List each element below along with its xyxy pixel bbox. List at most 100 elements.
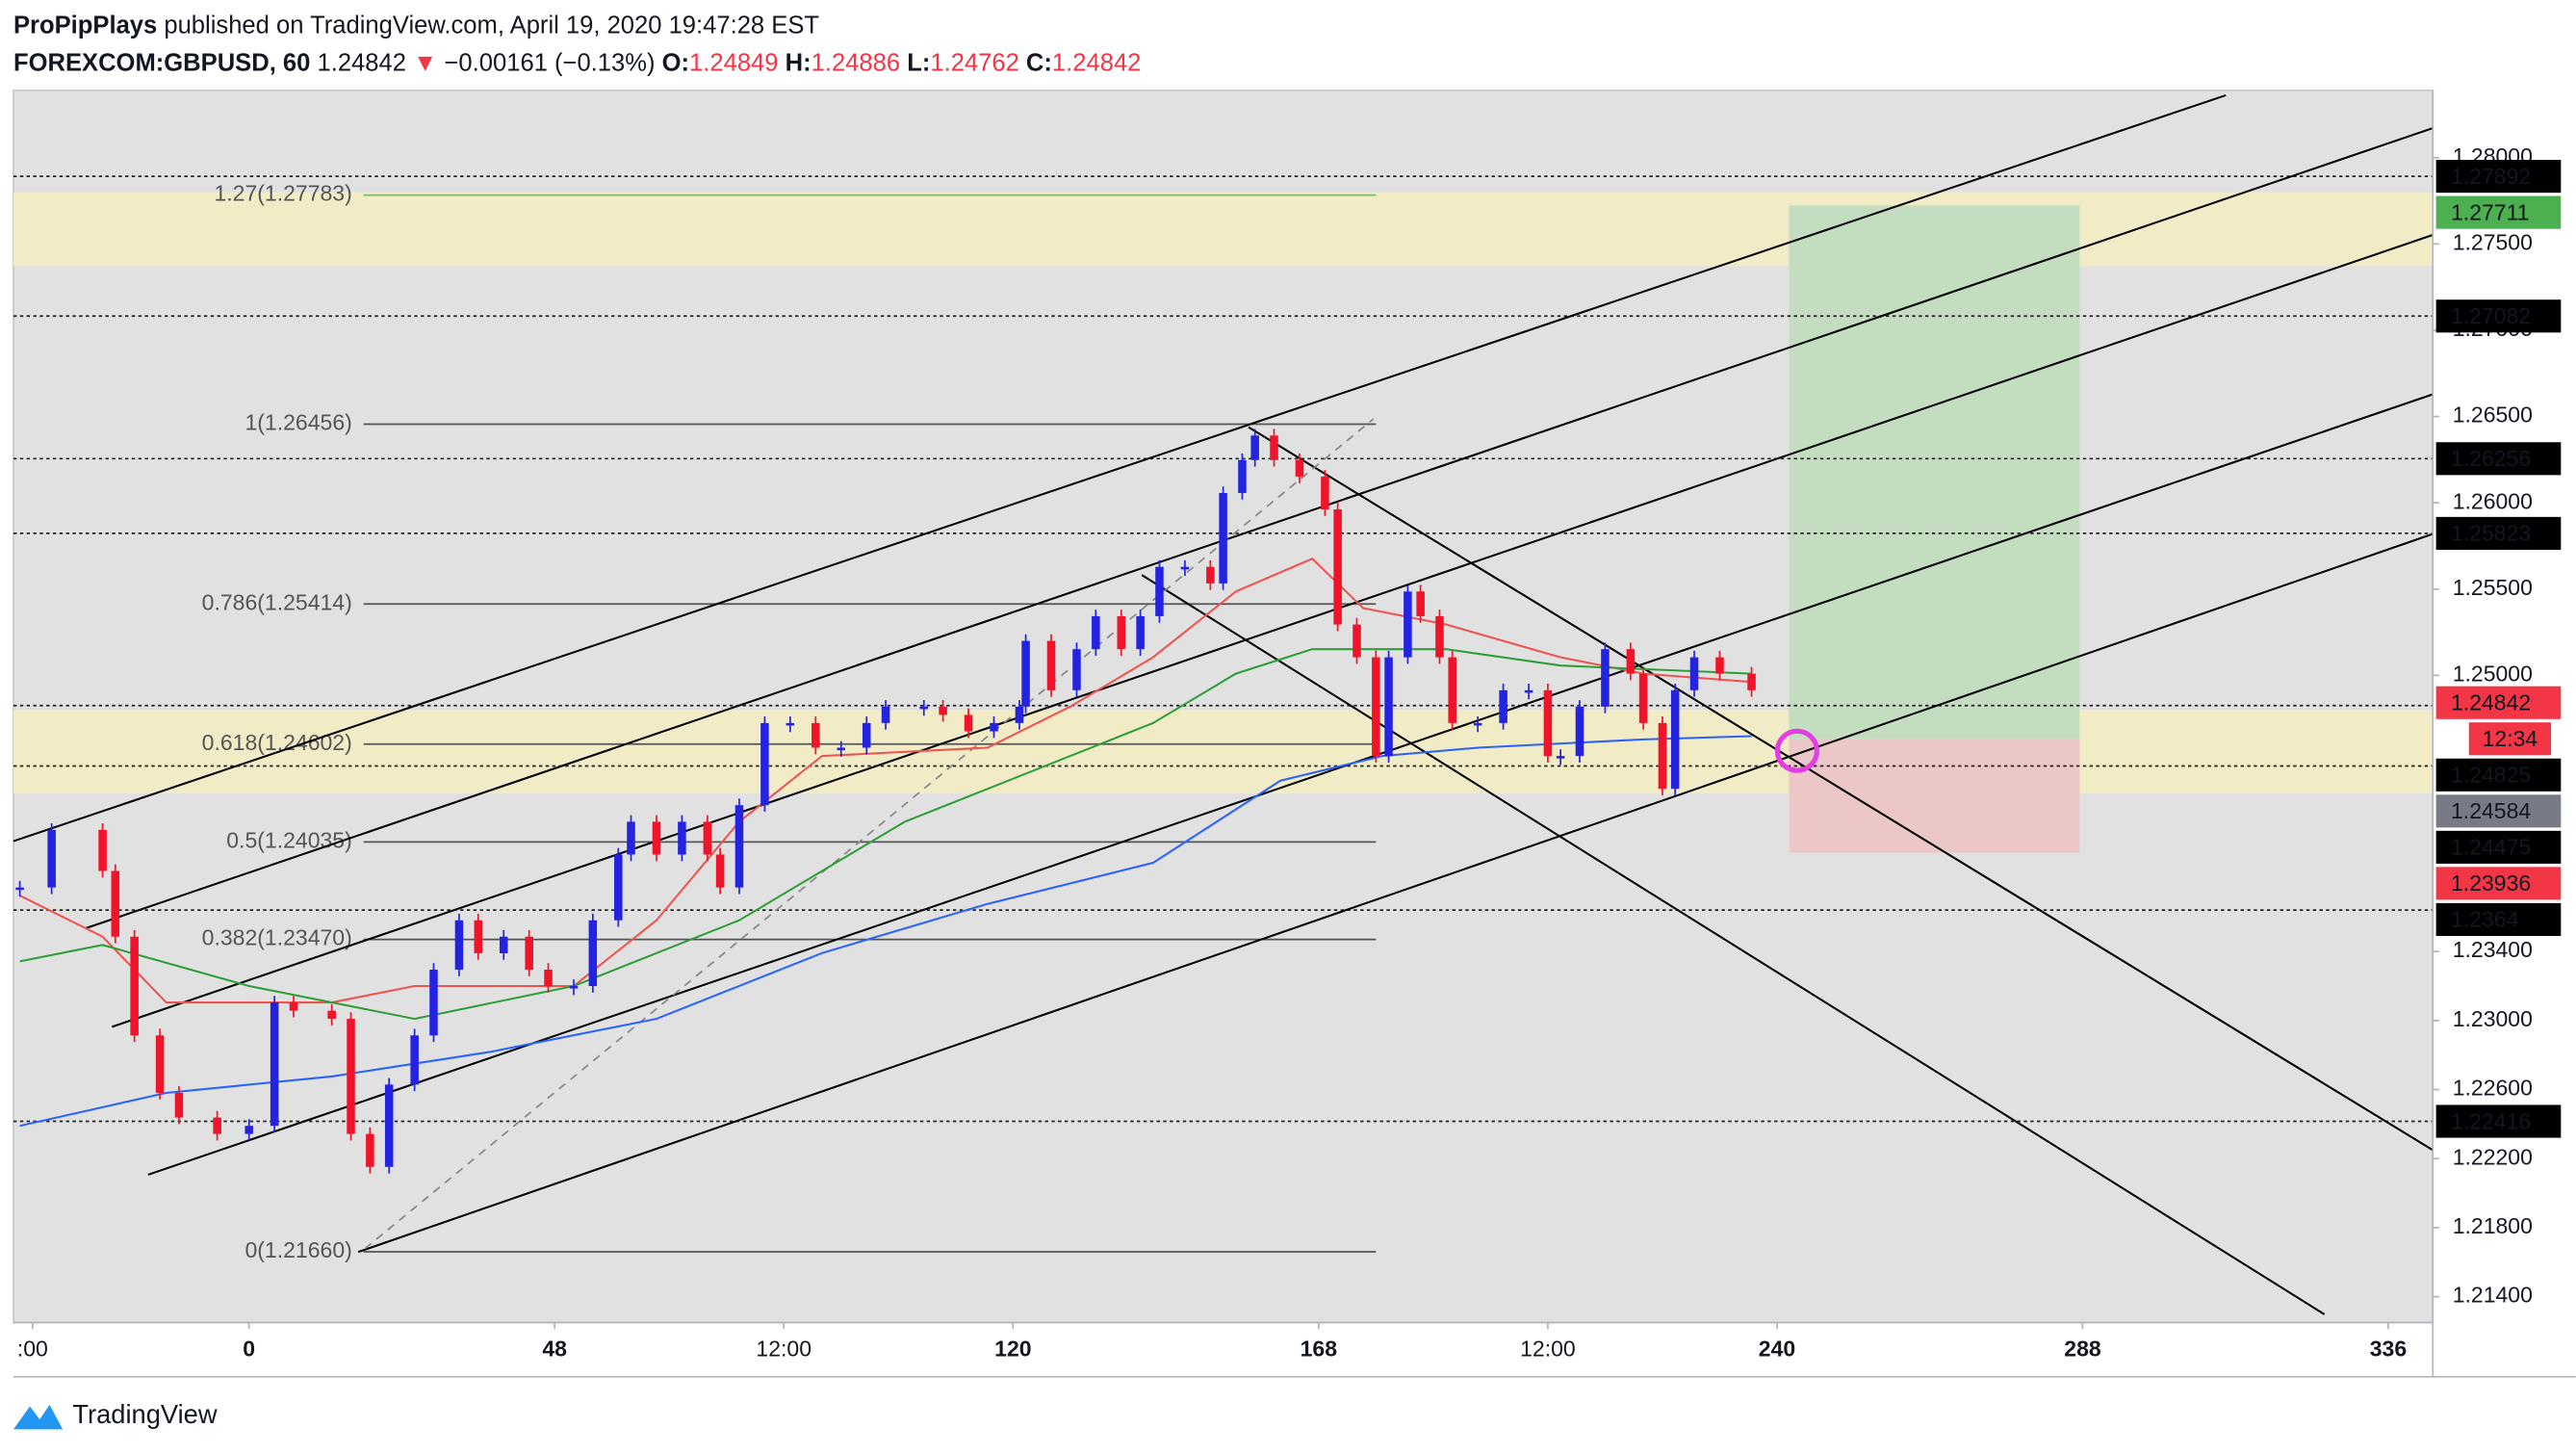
price-label: 1.2364 <box>2451 907 2519 932</box>
author: ProPipPlays <box>13 12 157 39</box>
price-label: 1.24842 <box>2451 690 2531 715</box>
candle <box>525 936 533 970</box>
x-tick-label: 288 <box>2064 1337 2101 1362</box>
candle <box>990 722 998 732</box>
ohlc-value: 1.24762 <box>930 49 1018 76</box>
stop-box <box>1789 739 2080 853</box>
price-label-box <box>2435 1104 2562 1138</box>
candle <box>1270 435 1278 460</box>
candle <box>1404 591 1412 658</box>
price-label: 1.22416 <box>2451 1108 2531 1133</box>
ohlc-key: L: <box>907 49 930 76</box>
x-tick-label: 0 <box>243 1337 255 1362</box>
countdown: 12:34 <box>2483 726 2538 751</box>
candle <box>1333 508 1342 625</box>
price-label-box <box>2435 758 2562 792</box>
candle <box>678 821 686 855</box>
price-label-box <box>2435 686 2562 719</box>
change: −0.00161 (−0.13%) <box>445 49 656 76</box>
down-line <box>1248 426 2434 1152</box>
candle <box>1092 615 1100 650</box>
candle <box>327 1010 336 1020</box>
candle <box>1747 673 1756 690</box>
candle <box>474 920 483 953</box>
candle <box>174 1092 184 1118</box>
candle <box>1689 657 1699 690</box>
symbol-line: FOREXCOM:GBPUSD, 60 1.24842 ▼ −0.00161 (… <box>13 49 1141 76</box>
candle <box>760 722 769 806</box>
candle <box>811 722 820 748</box>
price-label: 1.26256 <box>2451 446 2531 471</box>
candle <box>1155 566 1164 616</box>
ohlc-key: C: <box>1026 49 1052 76</box>
candle <box>289 1002 298 1011</box>
candle <box>588 920 598 987</box>
candle <box>1575 706 1584 757</box>
price-label: 1.27892 <box>2451 164 2531 189</box>
fib-label: 0.618(1.24602) <box>202 730 352 755</box>
x-tick-label: 120 <box>994 1337 1031 1362</box>
ohlc-value: 1.24886 <box>811 49 900 76</box>
candle <box>627 821 635 855</box>
y-tick-label: 1.26000 <box>2453 488 2533 513</box>
candle <box>703 821 712 855</box>
y-tick-label: 1.21800 <box>2453 1213 2533 1238</box>
candle <box>734 805 744 888</box>
ohlc-key: O: <box>662 49 689 76</box>
candle <box>1206 566 1215 584</box>
logo: TradingView <box>13 1399 218 1430</box>
candle <box>1543 689 1553 757</box>
fib-label: 0.786(1.25414) <box>202 589 352 614</box>
candle <box>1626 649 1636 674</box>
candle <box>47 829 56 888</box>
fib-label: 1(1.26456) <box>245 410 351 435</box>
countdown-box <box>2468 722 2552 756</box>
candle <box>1219 492 1227 584</box>
candle <box>1473 722 1482 726</box>
candle <box>15 887 24 891</box>
candle <box>1321 476 1329 509</box>
candle <box>614 854 623 921</box>
price-label: 1.25823 <box>2451 521 2531 546</box>
y-tick-label: 1.22200 <box>2453 1144 2533 1169</box>
candle <box>111 870 120 937</box>
candle <box>155 1035 165 1093</box>
price-label-box <box>2435 442 2562 476</box>
y-tick-label: 1.22600 <box>2453 1076 2533 1101</box>
price-label-box <box>2435 902 2562 937</box>
candle <box>1435 615 1444 658</box>
moving-average <box>19 648 1752 1021</box>
candle <box>366 1133 374 1167</box>
candle <box>919 706 929 710</box>
fib-label: 0.382(1.23470) <box>202 925 352 950</box>
candle <box>347 1019 355 1134</box>
candle <box>544 969 553 987</box>
logo-text: TradingView <box>72 1399 217 1429</box>
x-tick-label: 336 <box>2370 1337 2407 1362</box>
candle <box>499 936 508 953</box>
candle <box>454 920 464 970</box>
title: published on TradingView.com, April 19, … <box>164 12 819 39</box>
moving-average <box>19 735 1752 1128</box>
candle <box>652 821 661 855</box>
candle <box>715 854 725 888</box>
price-label-box <box>2435 299 2562 333</box>
channel-line <box>85 127 2434 929</box>
last-price: 1.24842 <box>317 49 405 76</box>
candle <box>1015 706 1024 723</box>
price-label: 1.23936 <box>2451 870 2531 896</box>
price-label: 1.24475 <box>2451 835 2531 860</box>
x-tick-label: :00 <box>17 1337 48 1362</box>
candle <box>881 706 890 723</box>
highlight-circle <box>1774 728 1819 773</box>
candle <box>1556 756 1565 759</box>
candle <box>1136 615 1145 650</box>
candle <box>1658 722 1667 790</box>
candle <box>939 706 947 715</box>
channel-line <box>357 532 2434 1254</box>
price-label-box <box>2435 195 2562 229</box>
symbol: FOREXCOM:GBPUSD, 60 <box>13 49 310 76</box>
y-tick-label: 1.23000 <box>2453 1006 2533 1031</box>
x-tick-label: 12:00 <box>756 1337 811 1362</box>
